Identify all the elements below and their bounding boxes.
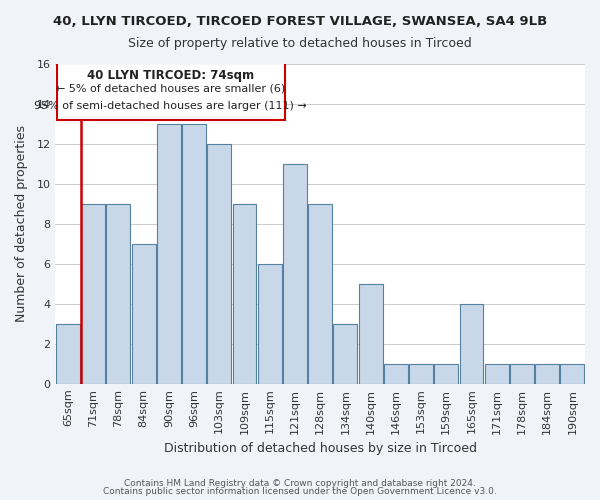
FancyBboxPatch shape (56, 63, 285, 120)
Bar (283, 164, 307, 384)
Bar (535, 364, 559, 384)
Bar (485, 364, 509, 384)
Bar (510, 364, 534, 384)
Bar (258, 264, 281, 384)
Bar (434, 364, 458, 384)
Text: ← 5% of detached houses are smaller (6): ← 5% of detached houses are smaller (6) (56, 84, 286, 94)
Text: 95% of semi-detached houses are larger (111) →: 95% of semi-detached houses are larger (… (34, 101, 307, 111)
Bar (334, 324, 358, 384)
Text: 40 LLYN TIRCOED: 74sqm: 40 LLYN TIRCOED: 74sqm (87, 69, 254, 82)
Text: Contains public sector information licensed under the Open Government Licence v3: Contains public sector information licen… (103, 487, 497, 496)
Bar (106, 204, 130, 384)
Bar (182, 124, 206, 384)
Bar (384, 364, 408, 384)
Bar (460, 304, 484, 384)
Bar (233, 204, 256, 384)
Text: 40, LLYN TIRCOED, TIRCOED FOREST VILLAGE, SWANSEA, SA4 9LB: 40, LLYN TIRCOED, TIRCOED FOREST VILLAGE… (53, 15, 547, 28)
Y-axis label: Number of detached properties: Number of detached properties (15, 126, 28, 322)
Bar (157, 124, 181, 384)
Bar (207, 144, 231, 384)
Bar (81, 204, 105, 384)
Bar (409, 364, 433, 384)
Bar (560, 364, 584, 384)
Bar (131, 244, 155, 384)
Text: Size of property relative to detached houses in Tircoed: Size of property relative to detached ho… (128, 38, 472, 51)
Text: Contains HM Land Registry data © Crown copyright and database right 2024.: Contains HM Land Registry data © Crown c… (124, 478, 476, 488)
Bar (359, 284, 383, 384)
X-axis label: Distribution of detached houses by size in Tircoed: Distribution of detached houses by size … (164, 442, 476, 455)
Bar (56, 324, 80, 384)
Bar (308, 204, 332, 384)
